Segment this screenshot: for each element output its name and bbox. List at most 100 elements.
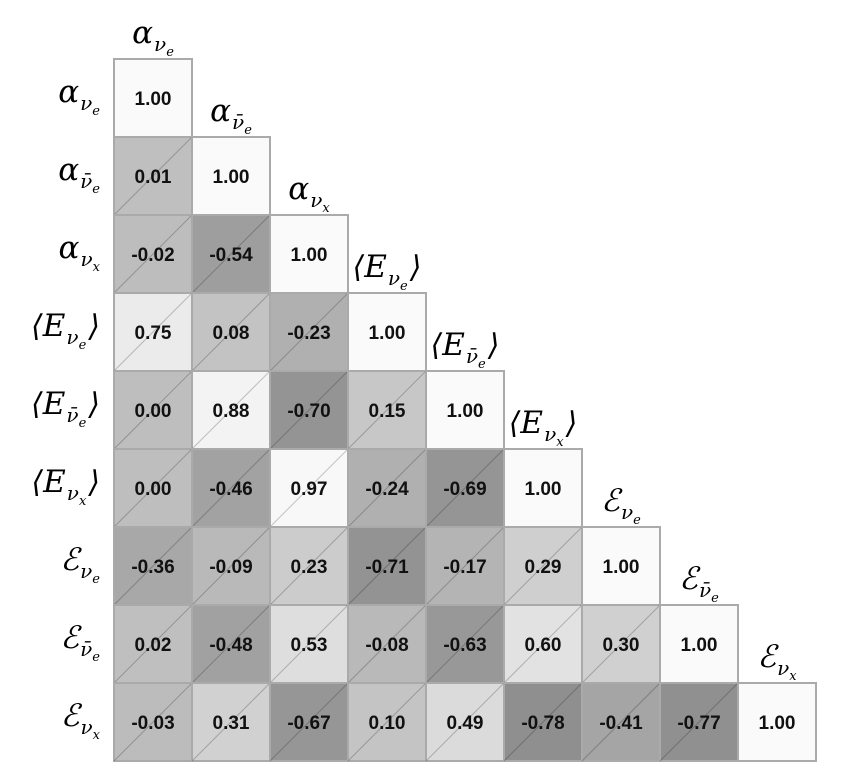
cell-fill [503, 604, 583, 684]
cell-fill [347, 448, 427, 528]
cell-fill [503, 526, 583, 606]
cell-diagonal [581, 604, 661, 684]
cell-value: 0.01 [135, 167, 172, 188]
cell-diagonal [113, 292, 193, 372]
cell-diagonal [269, 448, 349, 528]
cell-value: -0.54 [209, 245, 253, 266]
cell-value: 0.00 [135, 479, 172, 500]
cell-diagonal [659, 682, 739, 762]
cell-fill [113, 136, 193, 216]
column-label: ℰν̄e [679, 561, 719, 606]
cell-value: -0.46 [209, 479, 252, 500]
cell-fill [191, 682, 271, 762]
matrix-cell: -0.09 [191, 526, 271, 606]
row-label: ⟨Eνe⟩ [31, 308, 100, 353]
cell-value: 0.29 [525, 557, 562, 578]
matrix-cell: 0.23 [269, 526, 349, 606]
cell-fill [191, 448, 271, 528]
cell-diagonal [425, 682, 505, 762]
cell-value: -0.78 [521, 713, 564, 734]
matrix-cell: 0.53 [269, 604, 349, 684]
cell-diagonal [503, 682, 583, 762]
cell-value: 0.31 [213, 713, 250, 734]
cell-fill [659, 682, 739, 762]
cell-value: -0.09 [209, 557, 252, 578]
cell-value: -0.70 [287, 401, 330, 422]
row-label: ανe [58, 74, 100, 119]
matrix-cell: 0.75 [113, 292, 193, 372]
matrix-cell: 0.30 [581, 604, 661, 684]
cell-diagonal [581, 682, 661, 762]
matrix-cell: -0.41 [581, 682, 661, 762]
column-label: ανx [288, 171, 330, 216]
cell-value: -0.03 [131, 713, 174, 734]
cell-fill [269, 448, 349, 528]
cell-fill [503, 448, 583, 528]
cell-fill [425, 682, 505, 762]
matrix-cell: -0.54 [191, 214, 271, 294]
matrix-cell: -0.71 [347, 526, 427, 606]
cell-diagonal [191, 370, 271, 450]
cell-fill [191, 526, 271, 606]
cell-fill [581, 682, 661, 762]
row-label: ⟨Eνx⟩ [31, 464, 100, 509]
matrix-cell: -0.67 [269, 682, 349, 762]
matrix-cell: -0.23 [269, 292, 349, 372]
matrix-cell: 0.88 [191, 370, 271, 450]
cell-value: 0.10 [369, 713, 406, 734]
matrix-cell: 0.02 [113, 604, 193, 684]
column-label: ⟨Eνx⟩ [509, 405, 578, 450]
cell-diagonal [347, 604, 427, 684]
cell-diagonal [191, 682, 271, 762]
cell-diagonal [347, 526, 427, 606]
cell-diagonal [347, 370, 427, 450]
cell-value: 0.60 [525, 635, 562, 656]
matrix-cell: 1.00 [113, 58, 193, 138]
matrix-cell: -0.08 [347, 604, 427, 684]
row-label: αν̄e [58, 152, 100, 197]
row-labels: ανe αν̄e ανx ⟨Eνe⟩ ⟨Eν̄e⟩ ⟨Eνx⟩ ℰνe ℰν̄e ℰνx [31, 74, 101, 743]
matrix-cells: 1.00 0.01 1.00 -0.02 -0.54 1.00 0.75 0.08 -0.23 1… [113, 58, 817, 762]
cell-fill [269, 526, 349, 606]
column-labels: ανe αν̄e ανx ⟨Eνe⟩⟨Eν̄e⟩⟨Eνx⟩ ℰνe ℰν̄e ℰνx [132, 15, 797, 684]
column-label: ανe [132, 15, 174, 60]
cell-value: 1.00 [447, 401, 484, 422]
matrix-cell: 1.00 [581, 526, 661, 606]
cell-value: -0.69 [443, 479, 486, 500]
cell-diagonal [269, 292, 349, 372]
cell-fill [269, 292, 349, 372]
cell-diagonal [425, 526, 505, 606]
cell-diagonal [113, 370, 193, 450]
matrix-cell: -0.78 [503, 682, 583, 762]
matrix-cell: 1.00 [503, 448, 583, 528]
matrix-cell: 0.49 [425, 682, 505, 762]
cell-diagonal [269, 526, 349, 606]
matrix-cell: 1.00 [347, 292, 427, 372]
column-label: ⟨Eνe⟩ [353, 249, 422, 294]
column-label: ⟨Eν̄e⟩ [431, 327, 500, 372]
cell-diagonal [113, 448, 193, 528]
cell-diagonal [113, 682, 193, 762]
cell-diagonal [269, 604, 349, 684]
cell-value: 0.49 [447, 713, 484, 734]
cell-fill [113, 58, 193, 138]
matrix-cell: -0.48 [191, 604, 271, 684]
cell-diagonal [191, 448, 271, 528]
cell-value: 0.97 [291, 479, 328, 500]
row-label: ανx [59, 230, 101, 275]
cell-value: -0.17 [443, 557, 486, 578]
cell-diagonal [503, 604, 583, 684]
matrix-cell: 0.31 [191, 682, 271, 762]
cell-fill [269, 682, 349, 762]
cell-value: 0.02 [135, 635, 172, 656]
matrix-cell: -0.17 [425, 526, 505, 606]
cell-value: 0.00 [135, 401, 172, 422]
cell-value: -0.23 [287, 323, 330, 344]
matrix-cell: -0.77 [659, 682, 739, 762]
cell-diagonal [113, 214, 193, 294]
cell-diagonal [269, 682, 349, 762]
cell-value: -0.36 [131, 557, 174, 578]
cell-diagonal [191, 604, 271, 684]
cell-value: 1.00 [525, 479, 562, 500]
cell-value: -0.77 [677, 713, 720, 734]
